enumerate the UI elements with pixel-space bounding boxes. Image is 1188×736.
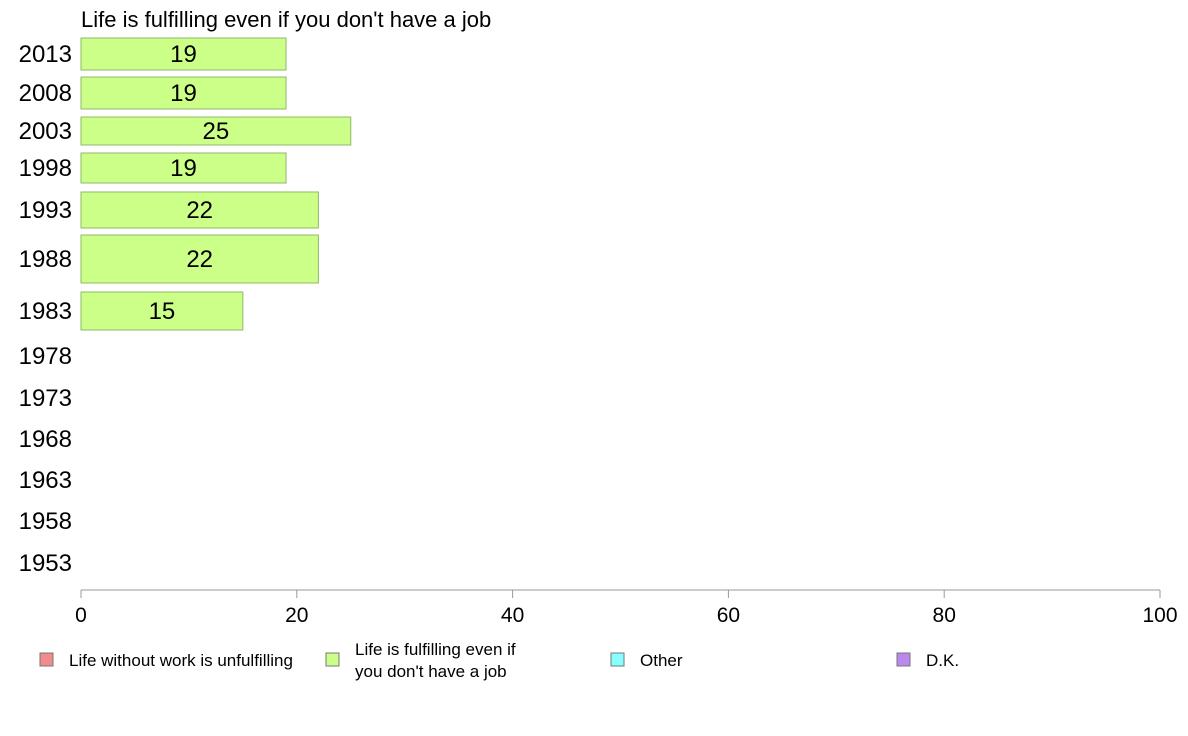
category-label-1983: 1983 [19,298,72,325]
data-label-1993: 22 [186,197,213,224]
bar-2013 [80,37,287,71]
bar-1988 [80,234,319,284]
legend-label-1-1: you don't have a job [355,662,507,681]
legend-swatch-0 [39,652,54,667]
chart-title: Life is fulfilling even if you don't hav… [81,7,491,32]
x-tick-label-20: 20 [285,604,308,627]
data-label-2013: 19 [170,41,197,68]
legend-swatch-3 [896,652,911,667]
x-tick-label-80: 80 [933,604,956,627]
legend-swatch-1 [325,652,340,667]
category-label-2013: 2013 [19,41,72,68]
data-label-1983: 15 [149,298,176,325]
legend-label-0-0: Life without work is unfulfilling [69,651,293,670]
x-tick-label-60: 60 [717,604,740,627]
category-label-1988: 1988 [19,246,72,273]
category-label-1958: 1958 [19,508,72,535]
category-label-1963: 1963 [19,467,72,494]
category-label-2003: 2003 [19,118,72,145]
category-labels: 2013 2008 2003 1998 1993 1988 1983 1978 1973 1968… [19,41,72,577]
bar-2003 [80,116,352,146]
bar-2008 [80,76,287,110]
category-label-1993: 1993 [19,197,72,224]
category-label-1998: 1998 [19,155,72,182]
x-tick-label-0: 0 [75,604,87,627]
data-label-2003: 25 [203,118,230,145]
legend-swatch-2 [610,652,625,667]
bar-1993 [80,191,319,229]
legend-label-1-0: Life is fulfilling even if [355,640,516,659]
category-label-2008: 2008 [19,80,72,107]
category-label-1968: 1968 [19,426,72,453]
x-axis: 0 20 40 60 80 100 [75,589,1178,627]
x-tick-label-100: 100 [1142,604,1177,627]
legend-label-2-0: Other [640,651,683,670]
category-label-1978: 1978 [19,343,72,370]
legend-label-3-0: D.K. [926,651,959,670]
data-label-1998: 19 [170,155,197,182]
legend: Life without work is unfulfilling Life is… [39,640,959,681]
category-label-1953: 1953 [19,550,72,577]
bar-1983 [80,291,244,331]
bar-1998 [80,152,287,184]
data-label-2008: 19 [170,80,197,107]
x-tick-label-40: 40 [501,604,524,627]
data-label-1988: 22 [186,246,213,273]
category-label-1973: 1973 [19,385,72,412]
